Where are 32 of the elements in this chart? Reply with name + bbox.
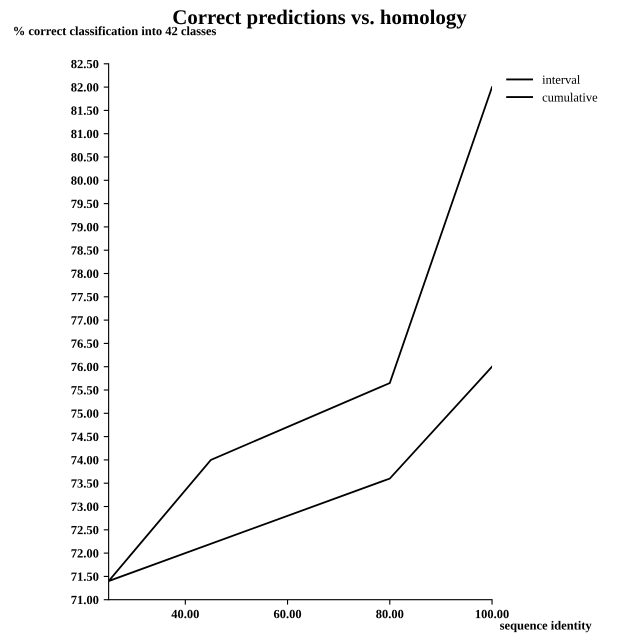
x-tick-label: 80.00 [376,610,404,618]
x-axis-title: sequence identity [500,620,592,632]
x-tick-label: 40.00 [171,610,199,618]
y-tick-label: 77.00 [72,316,98,325]
y-tick-label: 78.50 [72,246,98,255]
y-tick-label: 81.50 [71,106,98,115]
y-axis-title: % correct classification into 42 classes [14,26,216,36]
x-tick-label: 60.00 [274,610,302,618]
y-tick-label: 74.00 [72,456,98,464]
y-tick-label: 81.00 [71,130,98,138]
y-tick-label: 79.00 [72,222,98,232]
y-tick-label: 80.00 [71,176,98,185]
y-tick-label: 79.50 [72,200,98,208]
y-tick-label: 73.50 [72,479,98,488]
y-tick-label: 82.00 [71,83,98,92]
y-tick-label: 71.00 [72,596,98,604]
y-tick-label: 71.50 [72,572,98,581]
y-tick-label: 75.50 [72,386,98,395]
legend-label: cumulative [542,92,598,102]
y-tick-label: 77.50 [72,292,98,302]
y-tick-label: 74.50 [72,432,98,442]
y-tick-label: 78.00 [72,270,98,278]
y-tick-label: 72.50 [72,526,98,534]
y-tick-label: 76.50 [72,339,98,348]
y-tick-label: 72.00 [72,549,98,558]
y-tick-label: 73.00 [72,502,98,512]
y-tick-label: 80.50 [71,153,98,162]
x-tick-label: 100.00 [476,610,509,618]
y-tick-label: 76.00 [72,362,98,372]
y-tick-label: 82.50 [71,60,98,68]
y-tick-label: 75.00 [72,409,98,418]
legend-label: interval [542,75,580,84]
